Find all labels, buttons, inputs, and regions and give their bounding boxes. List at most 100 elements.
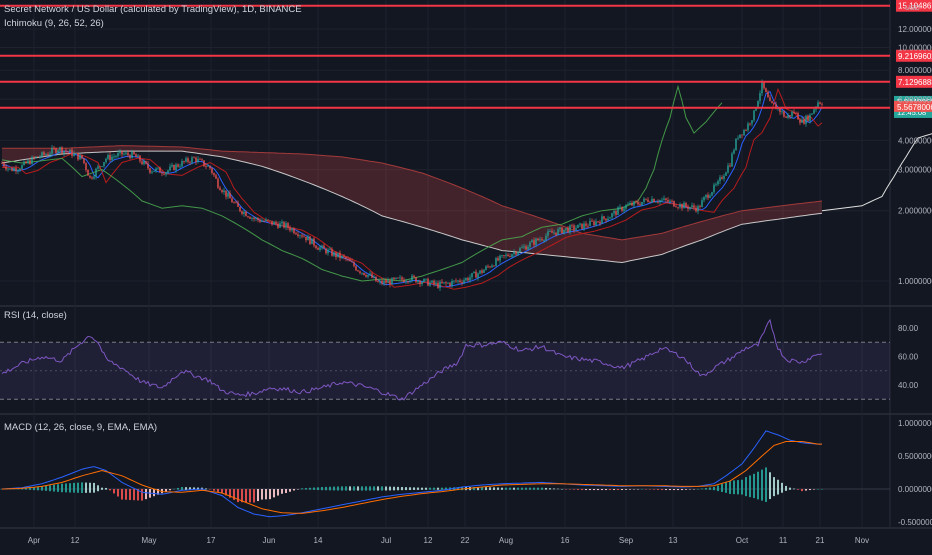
candle-body: [641, 201, 643, 206]
candle-body: [623, 208, 625, 211]
macd-histogram-bar: [309, 487, 311, 490]
candle-body: [441, 281, 443, 284]
rsi-tick-label: 80.00: [898, 324, 919, 333]
macd-histogram-bar: [313, 487, 315, 490]
candle-body: [667, 199, 669, 202]
candle-body: [13, 168, 15, 171]
candle-body: [683, 203, 685, 209]
candle-body: [159, 167, 161, 173]
candle-body: [237, 202, 239, 207]
macd-histogram-bar: [49, 485, 51, 492]
candle-body: [395, 277, 397, 279]
candle-body: [627, 204, 629, 206]
macd-histogram-bar: [145, 489, 147, 500]
candle-body: [399, 277, 401, 279]
senkou-span-b: [1, 150, 823, 264]
candle-body: [531, 240, 533, 243]
macd-histogram-bar: [613, 489, 615, 491]
macd-tick-label: 0.00000000: [898, 485, 932, 494]
macd-histogram-bar: [645, 489, 647, 490]
rsi-line: [1, 318, 823, 401]
macd-histogram-bar: [665, 489, 667, 491]
ichimoku-legend[interactable]: Ichimoku (9, 26, 52, 26): [4, 18, 104, 29]
candle-body: [467, 278, 469, 281]
candle-body: [117, 153, 119, 157]
macd-histogram-bar: [173, 488, 175, 490]
candle-body: [731, 153, 733, 167]
candle-body: [733, 150, 735, 154]
horizontal-levels[interactable]: 15.10486...9.216960297.129688885.8448869…: [0, 0, 932, 118]
candle-body: [507, 254, 509, 257]
macd-histogram-bar: [689, 489, 691, 490]
candle-body: [365, 275, 367, 277]
chart-title: Secret Network / US Dollar (calculated b…: [4, 4, 302, 15]
main-tick-label: 3.00000000: [898, 166, 932, 175]
candle-body: [131, 151, 133, 159]
candle-body: [819, 102, 821, 104]
macd-histogram-bar: [401, 487, 403, 491]
candle-body: [171, 165, 173, 167]
candle-body: [29, 160, 31, 164]
candle-body: [509, 256, 511, 257]
candle-body: [21, 165, 23, 170]
candle-body: [537, 238, 539, 241]
candle-body: [417, 280, 419, 283]
macd-histogram-bar: [353, 486, 355, 491]
macd-legend[interactable]: MACD (12, 26, close, 9, EMA, EMA): [4, 422, 158, 433]
macd-histogram-bar: [657, 489, 659, 490]
candle-body: [713, 184, 715, 193]
candle-body: [7, 168, 9, 170]
candle-body: [263, 220, 265, 222]
candle-body: [301, 235, 303, 237]
candle-body: [799, 119, 801, 123]
candle-body: [61, 147, 63, 154]
candle-body: [583, 223, 585, 229]
time-axis-label: 11: [779, 536, 788, 545]
candle-body: [267, 219, 269, 221]
candle-body: [331, 249, 333, 256]
candle-body: [635, 201, 637, 203]
candle-body: [721, 177, 723, 179]
candle-body: [249, 217, 251, 219]
macd-histogram-bar: [589, 489, 591, 491]
candle-body: [299, 235, 301, 237]
macd-histogram-bar: [425, 487, 427, 490]
candle-body: [671, 200, 673, 202]
candle-body: [757, 100, 759, 109]
candle-body: [457, 280, 459, 282]
macd-histogram-bar: [293, 489, 295, 491]
candle-body: [279, 223, 281, 228]
macd-histogram-bar: [33, 487, 35, 491]
macd-histogram-bar: [349, 486, 351, 491]
candle-body: [149, 168, 151, 173]
candle-body: [703, 197, 705, 201]
macd-histogram-bar: [489, 487, 491, 491]
macd-histogram-bar: [505, 487, 507, 490]
candle-body: [605, 218, 607, 221]
candle-body: [653, 198, 655, 203]
candle-body: [243, 211, 245, 214]
candle-body: [189, 161, 191, 163]
macd-histogram-bar: [253, 489, 255, 503]
macd-histogram-bar: [697, 489, 699, 490]
macd-histogram-bar: [517, 487, 519, 490]
candle-body: [727, 165, 729, 173]
candle-body: [423, 278, 425, 283]
candle-body: [273, 221, 275, 225]
rsi-legend[interactable]: RSI (14, close): [4, 310, 67, 321]
candle-body: [705, 194, 707, 198]
candle-body: [761, 81, 763, 94]
candle-body: [803, 119, 805, 124]
candle-body: [817, 102, 819, 107]
candle-body: [71, 149, 73, 156]
macd-histogram-bar: [653, 489, 655, 490]
candle-body: [83, 158, 85, 164]
macd-histogram-bar: [113, 489, 115, 494]
candle-body: [723, 175, 725, 179]
candle-body: [811, 113, 813, 115]
main-tick-label: 8.00000000: [898, 66, 932, 75]
macd-histogram-bar: [725, 482, 727, 493]
candle-body: [677, 207, 679, 208]
